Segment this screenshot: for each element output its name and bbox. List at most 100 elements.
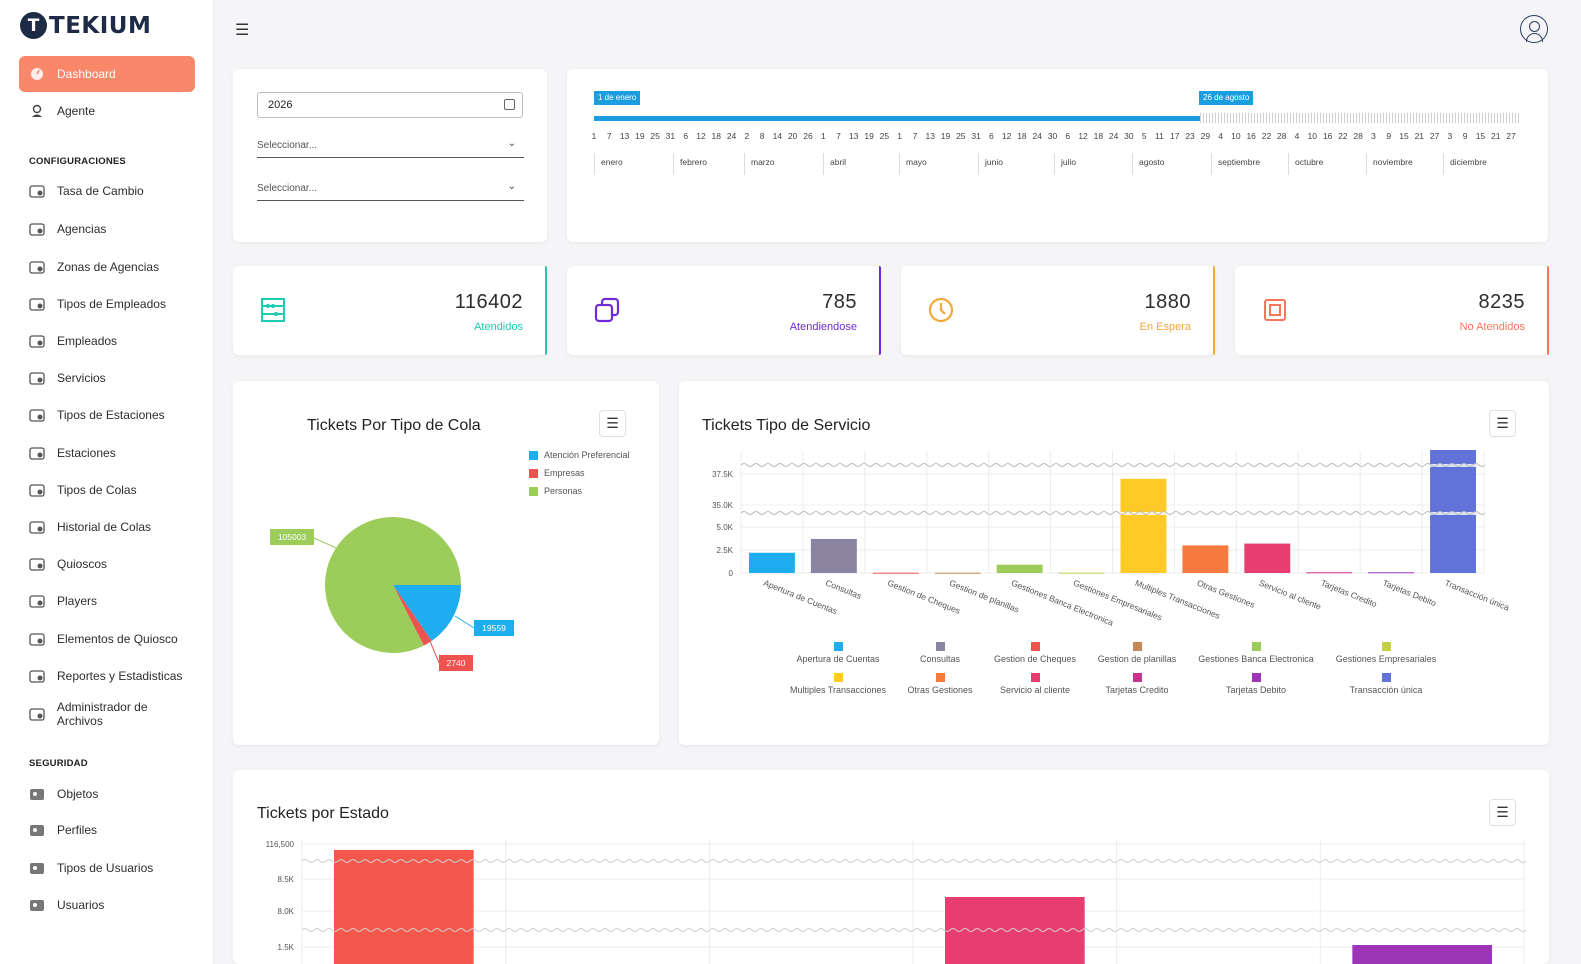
- service-chart-card: Tickets Tipo de Servicio ☰ 37.5K 35.0K 5.0…: [679, 381, 1549, 745]
- bank-icon: [26, 220, 48, 238]
- timeline-progress: [594, 116, 1200, 121]
- timeline-month-label: diciembre: [1443, 153, 1487, 175]
- sidebar-item-label: Quioscos: [57, 557, 108, 571]
- bar[interactable]: [872, 572, 919, 574]
- sidebar-item-security-3[interactable]: Usuarios: [19, 887, 195, 923]
- bar[interactable]: [810, 538, 857, 573]
- kiosk-elements-icon: [26, 630, 48, 648]
- bar[interactable]: [334, 850, 474, 964]
- timeline-day-label: 1: [820, 131, 826, 141]
- legend-item[interactable]: Multiples Transacciones: [778, 673, 898, 695]
- timeline-current-flag[interactable]: 26 de agosto: [1199, 91, 1254, 105]
- timeline-day-label: 19: [864, 131, 874, 141]
- bar[interactable]: [934, 572, 981, 574]
- timeline-day-label: 7: [836, 131, 841, 141]
- sidebar-item-3[interactable]: Tipos de Empleados: [19, 286, 195, 322]
- bar[interactable]: [1058, 572, 1105, 574]
- legend-item[interactable]: Apertura de Cuentas: [778, 642, 898, 664]
- sidebar-item-7[interactable]: Estaciones: [19, 435, 195, 471]
- legend-swatch: [1132, 642, 1142, 651]
- legend-item[interactable]: Empresas: [529, 468, 585, 478]
- legend-item[interactable]: Tarjetas Credito: [1077, 673, 1197, 695]
- sidebar-item-4[interactable]: Empleados: [19, 323, 195, 359]
- kiosk-icon: [26, 555, 48, 573]
- sidebar-item-security-2[interactable]: Tipos de Usuarios: [19, 850, 195, 886]
- profiles-icon: [26, 821, 48, 839]
- sidebar-item-agente[interactable]: Agente: [19, 93, 195, 129]
- sidebar-item-0[interactable]: Tasa de Cambio: [19, 173, 195, 209]
- chart-menu-button[interactable]: ☰: [1489, 799, 1516, 826]
- pie-slice[interactable]: [393, 585, 432, 646]
- legend-item[interactable]: Gestion de planillas: [1077, 642, 1197, 664]
- timeline-day-label: 26: [803, 131, 813, 141]
- legend-swatch: [1030, 642, 1040, 651]
- sidebar-item-8[interactable]: Tipos de Colas: [19, 472, 195, 508]
- user-avatar-icon[interactable]: [1520, 15, 1548, 43]
- timeline-day-label: 6: [988, 131, 994, 141]
- sidebar-item-label: Zonas de Agencias: [57, 260, 160, 274]
- bar[interactable]: [945, 897, 1085, 964]
- legend-item[interactable]: Gestion de Cheques: [975, 642, 1095, 664]
- sidebar-item-security-1[interactable]: Perfiles: [19, 812, 195, 848]
- timeline-day-label: 25: [650, 131, 660, 141]
- timeline-day-label: 24: [726, 131, 737, 141]
- bar[interactable]: [1306, 572, 1353, 574]
- legend-item[interactable]: Atención Preferencial: [529, 450, 630, 460]
- legend-item[interactable]: Gestiones Banca Electronica: [1196, 642, 1316, 664]
- legend-item[interactable]: Tarjetas Debito: [1196, 673, 1316, 695]
- axis-break: [301, 859, 1527, 863]
- exchange-rate-icon: [26, 182, 48, 200]
- bar[interactable]: [1352, 945, 1492, 964]
- bar[interactable]: [996, 564, 1043, 573]
- users-icon: [26, 896, 48, 914]
- bar[interactable]: [1244, 543, 1291, 573]
- bar[interactable]: [749, 552, 795, 573]
- legend-item[interactable]: Consultas: [880, 642, 1000, 664]
- sidebar-item-1[interactable]: Agencias: [19, 211, 195, 247]
- sidebar-item-9[interactable]: Historial de Colas: [19, 509, 195, 545]
- sidebar-item-2[interactable]: Zonas de Agencias: [19, 249, 195, 285]
- timeline-day-label: 3: [1447, 131, 1453, 141]
- menu-toggle-icon[interactable]: ☰: [235, 22, 250, 39]
- stat-label: Atendidos: [474, 321, 523, 333]
- select-filter-1[interactable]: Seleccionar... ⌄: [257, 136, 524, 158]
- pie-slice[interactable]: [325, 517, 461, 653]
- legend-item[interactable]: Gestiones Empresariales: [1326, 642, 1446, 664]
- legend-item[interactable]: Servicio al cliente: [975, 673, 1095, 695]
- chart-menu-button[interactable]: ☰: [1489, 410, 1516, 437]
- calendar-icon[interactable]: [504, 99, 515, 110]
- bar[interactable]: [1120, 478, 1167, 573]
- sidebar-item-dashboard[interactable]: Dashboard: [19, 56, 195, 92]
- logo[interactable]: T TEKIUM: [20, 12, 151, 39]
- timeline-day-label: 29: [1200, 131, 1211, 141]
- timeline-day-label: 30: [1124, 131, 1134, 141]
- player-icon: [26, 592, 48, 610]
- pie-slice[interactable]: [393, 585, 461, 641]
- sidebar-item-security-0[interactable]: Objetos: [19, 776, 195, 812]
- bar[interactable]: [1182, 545, 1229, 573]
- timeline-day-label: 19: [635, 131, 645, 141]
- legend-item[interactable]: Otras Gestiones: [880, 673, 1000, 695]
- select-filter-2[interactable]: Seleccionar... ⌄: [257, 179, 524, 201]
- sidebar-item-13[interactable]: Reportes y Estadisticas: [19, 658, 195, 694]
- sidebar-item-12[interactable]: Elementos de Quiosco: [19, 621, 195, 657]
- stat-value: 785: [822, 291, 857, 313]
- bar[interactable]: [1368, 572, 1415, 574]
- sidebar-item-14[interactable]: Administrador de Archivos: [19, 696, 195, 732]
- sidebar-item-5[interactable]: Servicios: [19, 360, 195, 396]
- timeline-day-label: 21: [1414, 131, 1425, 141]
- filter-card: 2026 Seleccionar... ⌄ Seleccionar... ⌄: [233, 69, 547, 242]
- legend-swatch: [1381, 642, 1391, 651]
- sidebar-item-label: Players: [57, 594, 98, 608]
- pie-chart: 19559 2740 105003: [270, 517, 514, 671]
- sidebar-item-6[interactable]: Tipos de Estaciones: [19, 397, 195, 433]
- legend-item[interactable]: Transacción única: [1326, 673, 1446, 695]
- legend-item[interactable]: Personas: [529, 486, 582, 496]
- year-input[interactable]: 2026: [257, 92, 523, 118]
- axis-break: [740, 463, 1486, 467]
- sidebar-item-10[interactable]: Quioscos: [19, 546, 195, 582]
- status-chart-title: Tickets por Estado: [257, 805, 389, 822]
- sidebar-item-11[interactable]: Players: [19, 583, 195, 619]
- chart-menu-button[interactable]: ☰: [599, 410, 626, 437]
